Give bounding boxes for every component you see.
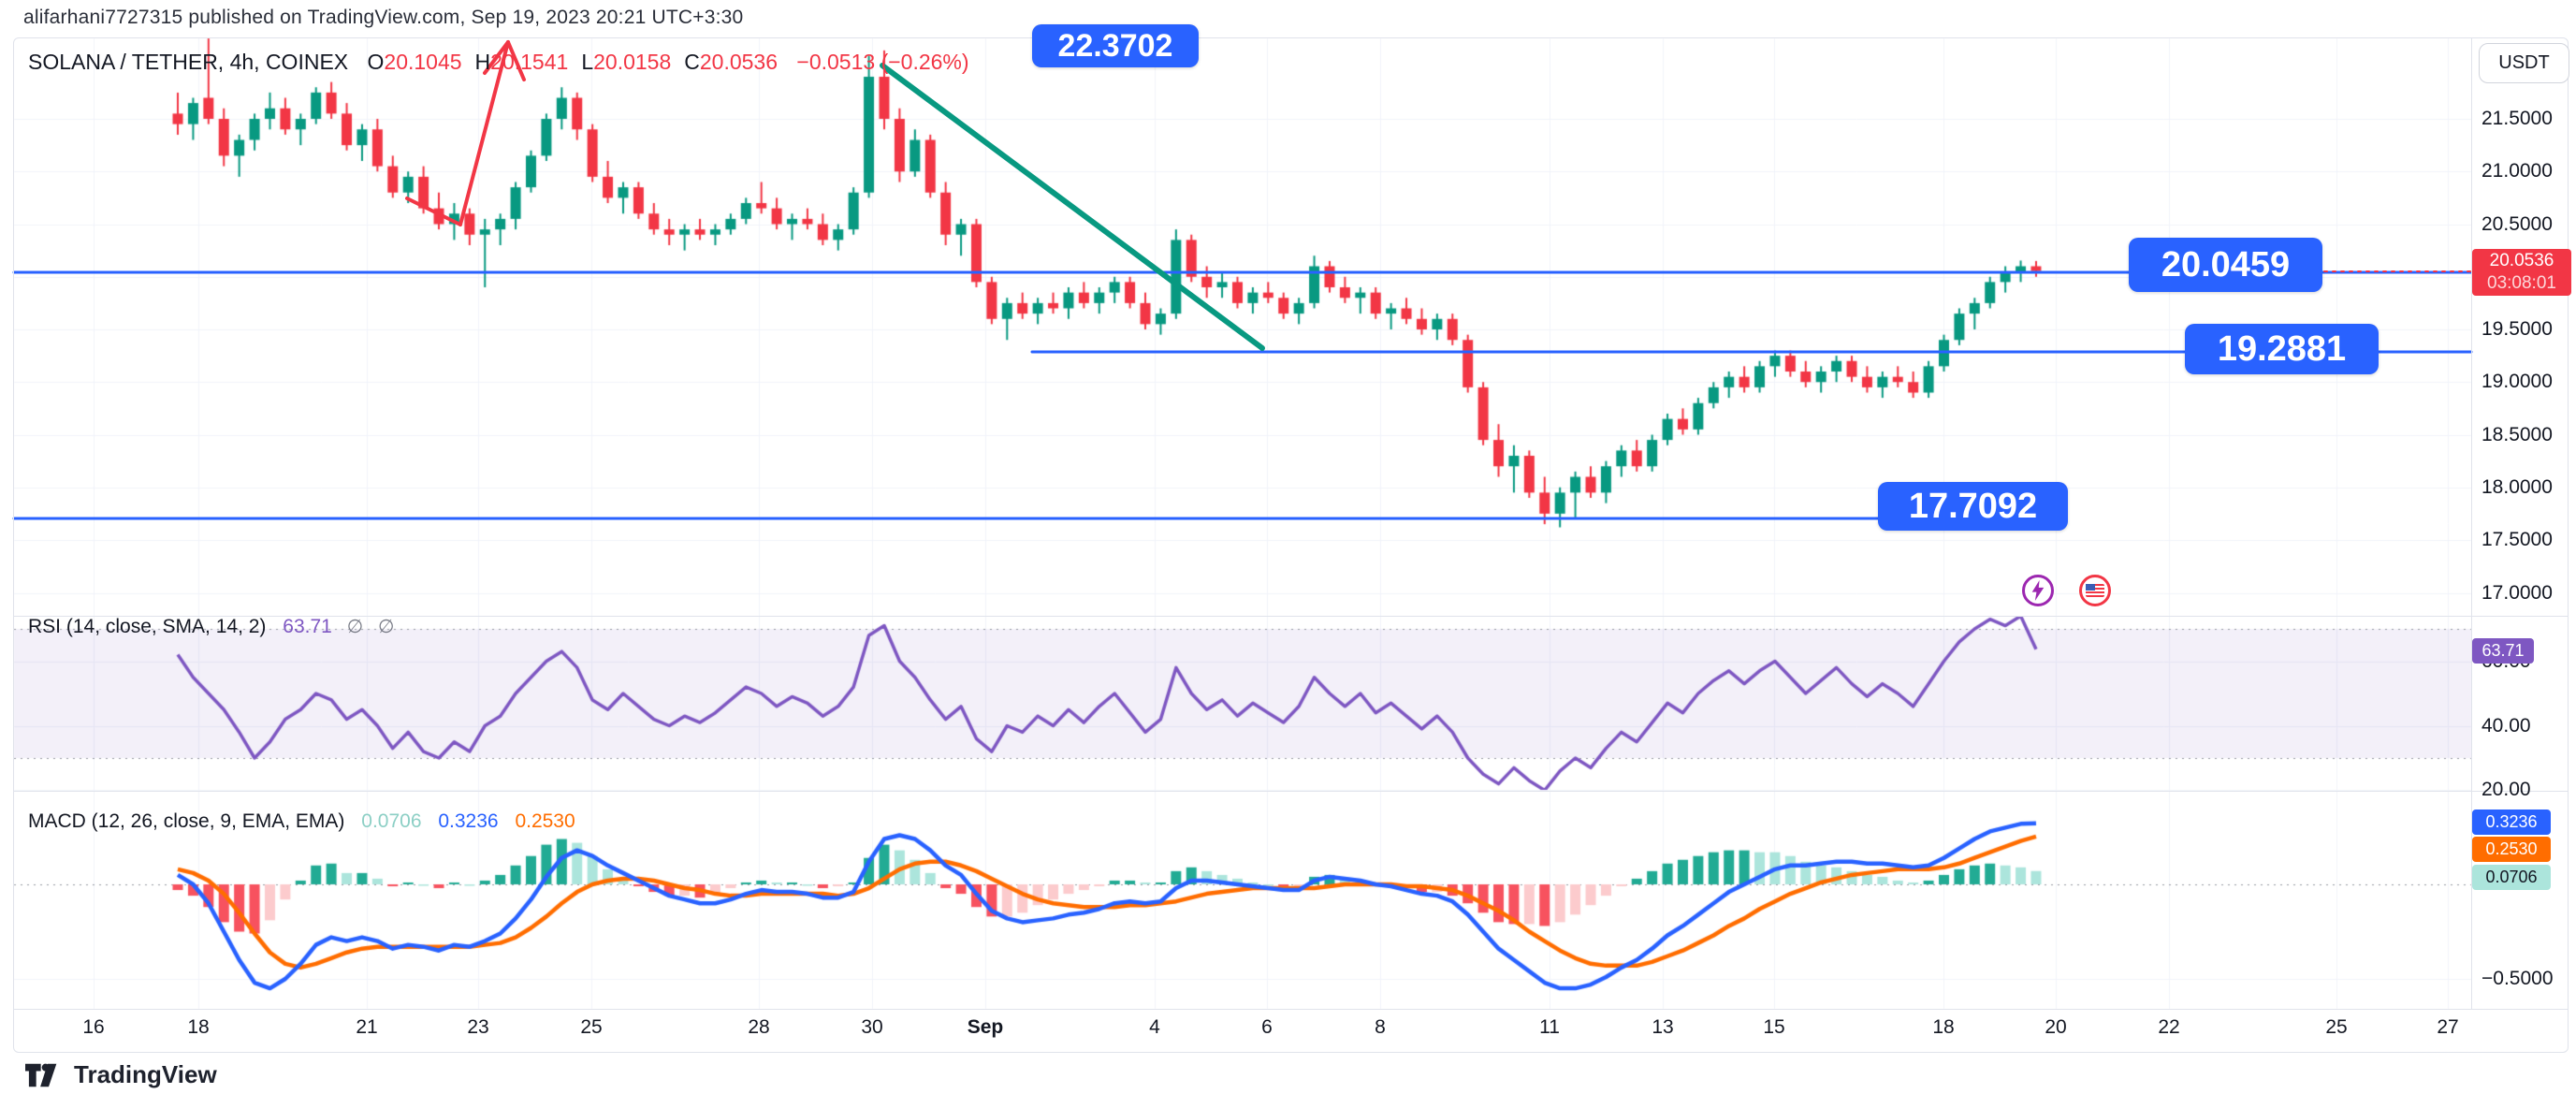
rsi-tick-label: 40.00 xyxy=(2481,715,2531,737)
time-tick-label: 27 xyxy=(2437,1016,2459,1038)
arrow-head[interactable] xyxy=(506,40,526,81)
time-tick-label: 30 xyxy=(861,1016,883,1038)
arrow-drawing[interactable] xyxy=(405,197,462,226)
macd-hist-badge: 0.0706 xyxy=(2472,865,2551,890)
symbol-legend[interactable]: SOLANA / TETHER, 4h, COINEX O20.1045 H20.… xyxy=(28,50,969,75)
price-level-badge-22.3702[interactable]: 22.3702 xyxy=(1032,24,1199,67)
macd-signal-badge: 0.2530 xyxy=(2472,837,2551,862)
time-tick-label: 23 xyxy=(467,1016,489,1038)
macd-legend-title[interactable]: MACD (12, 26, close, 9, EMA, EMA) xyxy=(28,810,345,832)
time-tick-label: 25 xyxy=(2325,1016,2348,1038)
time-tick-label: 22 xyxy=(2158,1016,2180,1038)
rsi-tick-label: 20.00 xyxy=(2481,779,2531,800)
tradingview-logo-icon xyxy=(25,1063,57,1087)
ohlc-value: 20.0536 xyxy=(699,50,779,74)
time-tick-label: 28 xyxy=(748,1016,770,1038)
macd-tick-label: −0.5000 xyxy=(2481,968,2554,989)
descending-trend-line[interactable] xyxy=(880,63,1265,351)
price-tick-label: 21.5000 xyxy=(2481,108,2553,129)
time-tick-label: Sep xyxy=(967,1016,1004,1038)
price-level-badge-19.2881[interactable]: 19.2881 xyxy=(2185,324,2379,374)
price-tick-label: 19.0000 xyxy=(2481,371,2553,392)
price-tick-label: 20.5000 xyxy=(2481,213,2553,235)
pane-separator-price-rsi[interactable] xyxy=(14,616,2568,617)
price-tick-label: 19.5000 xyxy=(2481,318,2553,340)
lightning-event-icon[interactable] xyxy=(2022,575,2054,606)
time-tick-label: 15 xyxy=(1763,1016,1785,1038)
current-price-badge[interactable]: 20.0536 03:08:01 xyxy=(2472,249,2571,296)
rsi-hidden-source-icon[interactable]: ∅ xyxy=(346,617,364,637)
time-tick-label: 20 xyxy=(2045,1016,2067,1038)
price-tick-label: 17.5000 xyxy=(2481,529,2553,550)
pane-separator-rsi-macd[interactable] xyxy=(14,791,2568,792)
us-flag-event-icon[interactable] xyxy=(2079,575,2111,606)
time-axis-separator xyxy=(14,1009,2568,1010)
rsi-legend[interactable]: RSI (14, close, SMA, 14, 2) 63.71 ∅ ∅ xyxy=(28,615,394,638)
time-tick-label: 16 xyxy=(82,1016,105,1038)
time-tick-label: 4 xyxy=(1149,1016,1160,1038)
rsi-legend-title[interactable]: RSI (14, close, SMA, 14, 2) xyxy=(28,616,267,637)
ohlc-value: 20.1541 xyxy=(490,50,569,74)
price-tick-label: 18.0000 xyxy=(2481,476,2553,498)
current-price-value: 20.0536 xyxy=(2489,251,2554,270)
ohlc-key: C xyxy=(684,50,700,74)
arrow-head[interactable] xyxy=(483,40,510,75)
time-tick-label: 18 xyxy=(187,1016,210,1038)
bar-countdown: 03:08:01 xyxy=(2487,273,2556,293)
currency-toggle-button[interactable]: USDT xyxy=(2479,43,2569,83)
ohlc-key: O xyxy=(367,50,385,74)
time-tick-label: 21 xyxy=(356,1016,378,1038)
price-tick-label: 18.5000 xyxy=(2481,424,2553,445)
tradingview-brand-text: TradingView xyxy=(74,1060,217,1088)
time-tick-label: 8 xyxy=(1375,1016,1386,1038)
tradingview-footer-link[interactable]: TradingView xyxy=(25,1060,217,1089)
macd-line-badge: 0.3236 xyxy=(2472,810,2551,835)
time-tick-label: 25 xyxy=(580,1016,603,1038)
price-axis-separator xyxy=(2471,38,2472,1009)
ohlc-value: 20.1045 xyxy=(384,50,462,74)
macd-signal-value: 0.2530 xyxy=(515,810,575,832)
us-flag-graphic xyxy=(2086,584,2104,597)
price-level-badge-17.7092[interactable]: 17.7092 xyxy=(1878,482,2068,531)
change-value: −0.0513 (−0.26%) xyxy=(796,50,969,74)
symbol-title[interactable]: SOLANA / TETHER, 4h, COINEX xyxy=(28,50,349,74)
ohlc-key: L xyxy=(581,50,594,74)
ohlc-value: 20.0158 xyxy=(593,50,672,74)
macd-hist-value: 0.0706 xyxy=(361,810,422,832)
price-tick-label: 21.0000 xyxy=(2481,160,2553,182)
price-level-badge-20.0459[interactable]: 20.0459 xyxy=(2129,238,2322,292)
ohlc-values: O20.1045 H20.1541 L20.0158 C20.0536 xyxy=(355,50,779,74)
rsi-value: 63.71 xyxy=(283,616,332,637)
time-tick-label: 11 xyxy=(1539,1016,1560,1038)
rsi-hidden-source-icon-2[interactable]: ∅ xyxy=(377,617,395,637)
time-tick-label: 13 xyxy=(1652,1016,1674,1038)
macd-line-value: 0.3236 xyxy=(438,810,499,832)
rsi-value-badge: 63.71 xyxy=(2472,638,2534,664)
price-tick-label: 17.0000 xyxy=(2481,582,2553,604)
time-tick-label: 6 xyxy=(1261,1016,1273,1038)
arrow-drawing[interactable] xyxy=(458,40,510,226)
macd-legend[interactable]: MACD (12, 26, close, 9, EMA, EMA) 0.0706… xyxy=(28,810,575,833)
ohlc-key: H xyxy=(474,50,491,74)
time-tick-label: 18 xyxy=(1932,1016,1955,1038)
